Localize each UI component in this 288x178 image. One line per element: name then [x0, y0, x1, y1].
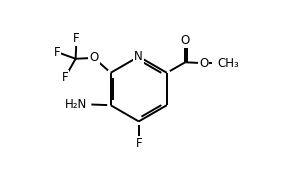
Text: F: F — [135, 137, 142, 150]
Text: O: O — [89, 51, 99, 64]
Text: O: O — [199, 57, 208, 70]
Text: H₂N: H₂N — [65, 98, 87, 111]
Text: F: F — [62, 71, 69, 84]
Text: CH₃: CH₃ — [218, 57, 239, 70]
Text: O: O — [181, 34, 190, 47]
Text: N: N — [134, 50, 143, 63]
Text: F: F — [73, 32, 80, 45]
Text: F: F — [54, 46, 60, 59]
